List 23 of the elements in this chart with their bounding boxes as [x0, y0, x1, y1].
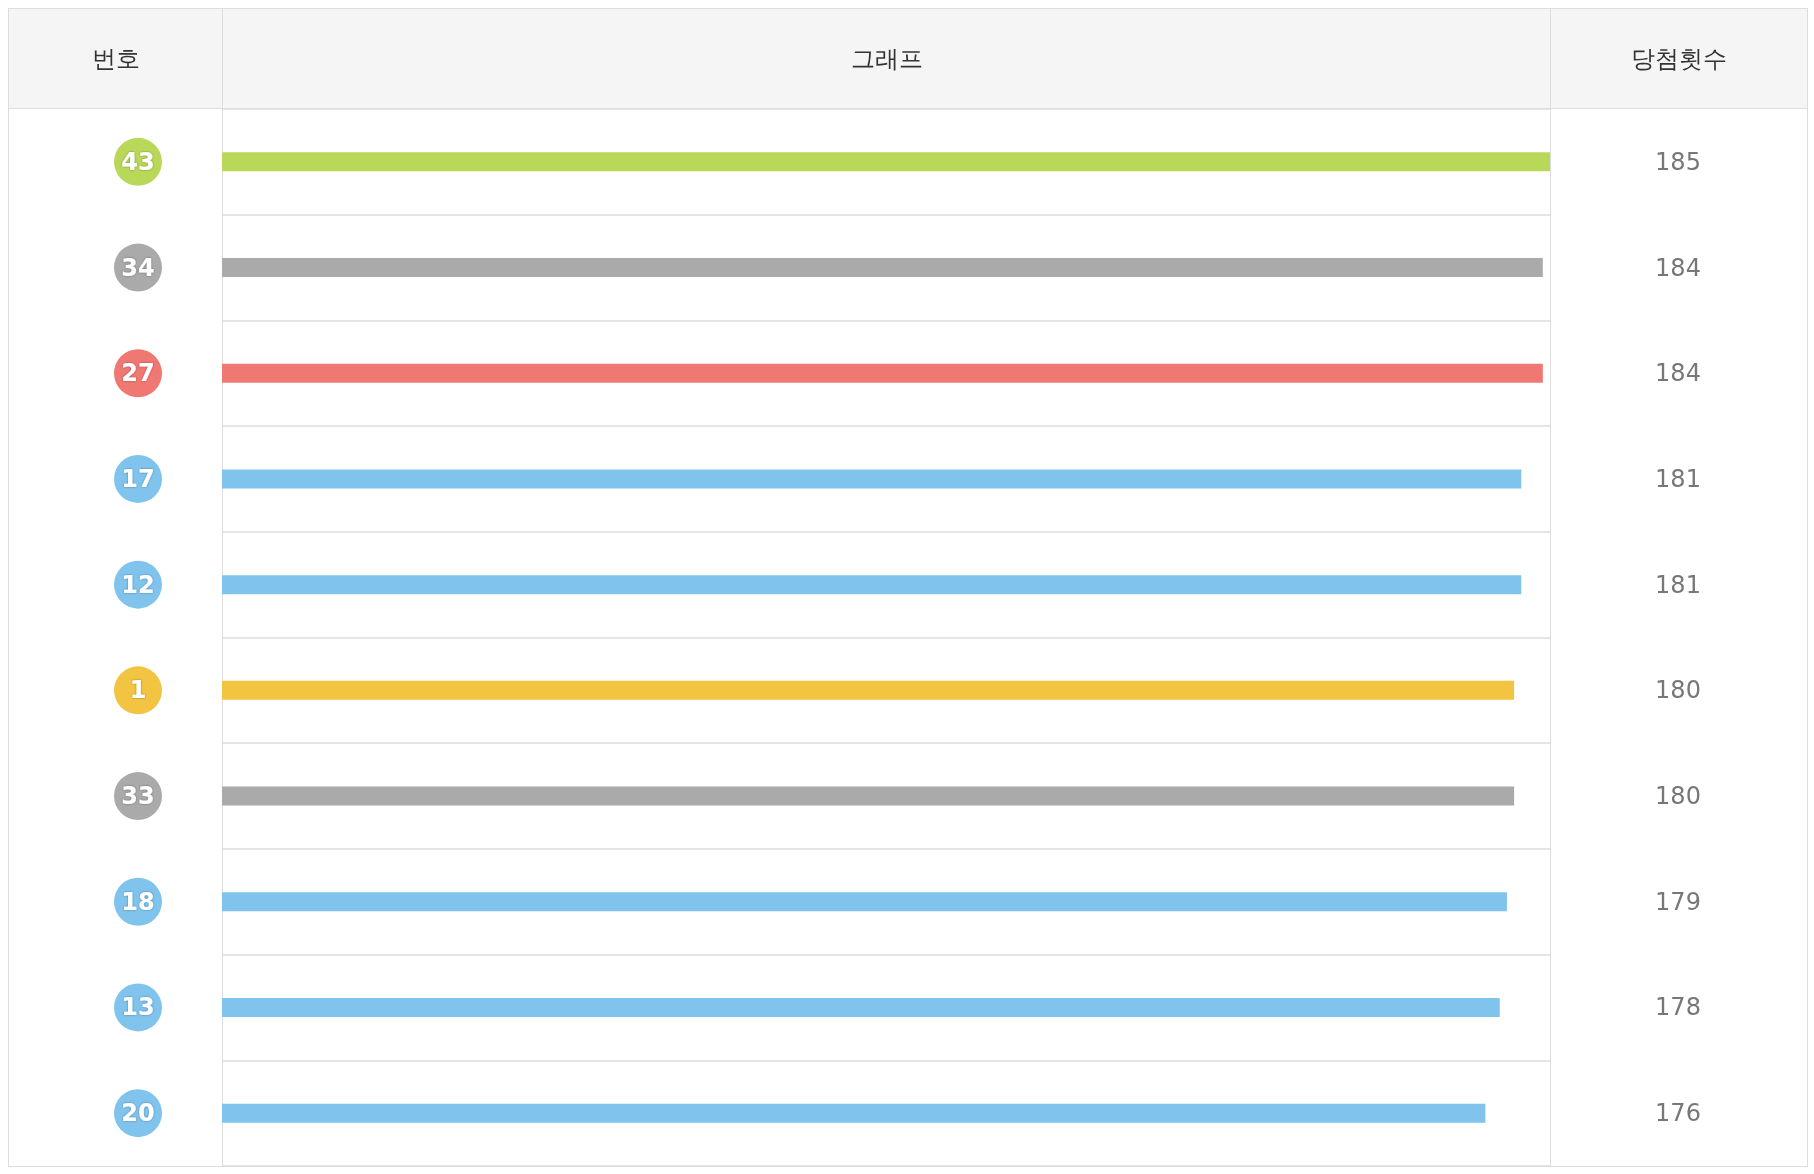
- data-label: 184: [1655, 359, 1701, 388]
- y-tick-label: 33: [121, 782, 155, 811]
- y-tick-label: 43: [121, 147, 155, 176]
- data-label: 179: [1655, 887, 1701, 916]
- data-label: 181: [1655, 570, 1701, 599]
- data-label: 180: [1655, 676, 1701, 705]
- text: 당첨횟수: [1630, 43, 1728, 75]
- data-label: 180: [1655, 782, 1701, 811]
- y-tick-label: 34: [121, 253, 155, 282]
- y-tick-label: 20: [121, 1099, 155, 1128]
- y-tick-label: 17: [121, 464, 155, 493]
- y-tick-label: 1: [129, 676, 147, 705]
- y-axis-title: 번호: [9, 9, 223, 108]
- y-tick-label: 18: [121, 887, 155, 916]
- x-axis-title: 그래프: [223, 9, 1551, 108]
- data-label: 184: [1655, 253, 1701, 282]
- y-tick-label: 13: [121, 993, 155, 1022]
- data-label: 185: [1655, 147, 1701, 176]
- y-tick-label: 27: [121, 359, 155, 388]
- y-tick-label: 12: [121, 570, 155, 599]
- data-label: 178: [1655, 993, 1701, 1022]
- data-label: 181: [1655, 464, 1701, 493]
- data-label: 176: [1655, 1099, 1701, 1128]
